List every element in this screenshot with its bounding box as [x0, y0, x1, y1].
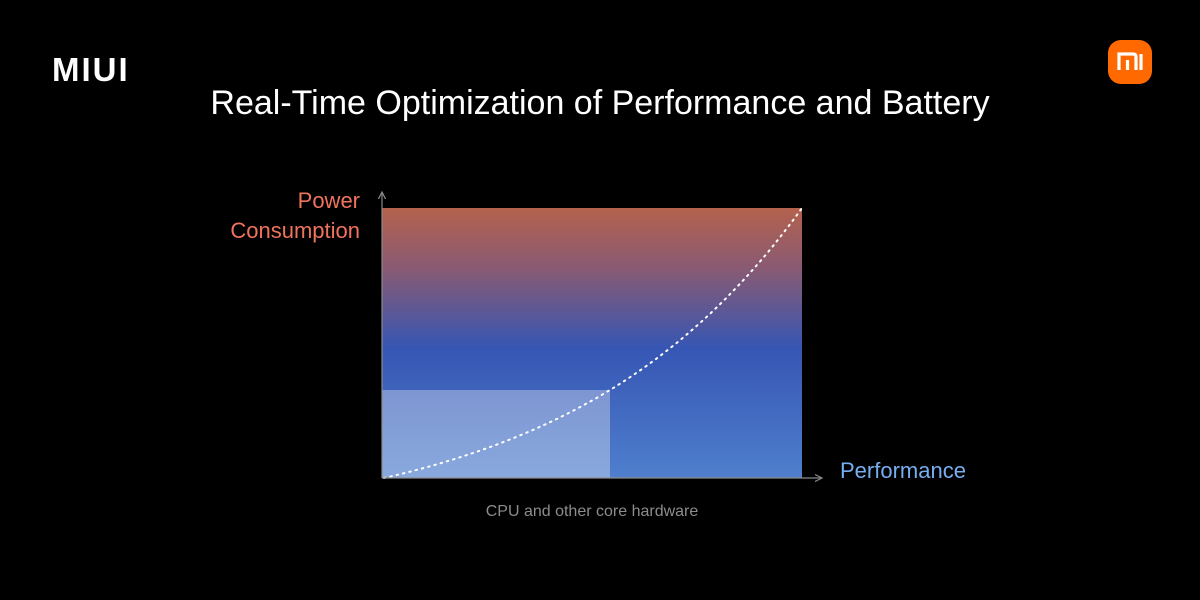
x-axis-label: Performance [840, 458, 966, 483]
chart-area [382, 208, 802, 478]
brand: MIUI [52, 51, 130, 88]
y-axis-label: Power [298, 188, 360, 213]
optimized-area [382, 390, 610, 478]
caption: CPU and other core hardware [486, 503, 699, 520]
title: Real-Time Optimization of Performance an… [210, 84, 989, 122]
y-axis-label: Consumption [230, 218, 360, 243]
mi-logo [1108, 40, 1152, 84]
power-curve [383, 207, 803, 479]
